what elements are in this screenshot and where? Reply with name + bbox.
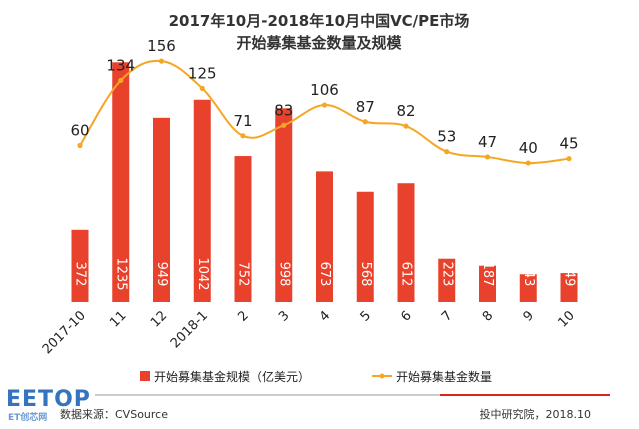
count-value-label: 134: [106, 56, 135, 74]
legend-bar-label: 开始募集基金规模（亿美元）: [154, 369, 310, 384]
count-value-label: 156: [147, 37, 176, 55]
x-tick-label: 8: [480, 308, 496, 324]
count-value-label: 60: [70, 122, 89, 140]
bar-series: [71, 62, 578, 303]
count-marker-3: [281, 122, 287, 128]
x-tick-label: 10: [556, 308, 578, 330]
legend-line-marker: [379, 373, 385, 379]
bar-9: [519, 274, 537, 302]
bar-value-label: 149: [562, 262, 577, 287]
legend-line-label: 开始募集基金数量: [396, 369, 492, 384]
count-value-label: 125: [188, 64, 217, 82]
bar-value-label: 143: [521, 262, 536, 287]
count-marker-4: [321, 102, 328, 108]
x-tick-label: 12: [148, 308, 170, 330]
x-tick-label: 3: [276, 308, 292, 324]
bar-value-label: 568: [358, 262, 373, 287]
x-tick-label: 2017-10: [40, 308, 89, 357]
bar-value-label: 673: [317, 262, 332, 287]
eetop-logo-subtext: ET创芯网: [8, 411, 47, 423]
credit-note: 投中研究院，2018.10: [480, 407, 592, 421]
bar-6: [397, 183, 415, 302]
count-marker-2017-10: [77, 142, 83, 149]
count-value-label: 83: [274, 101, 293, 119]
count-value-label: 53: [437, 128, 456, 146]
count-value-label: 106: [310, 81, 339, 99]
eetop-logo: EETOP ET创芯网: [6, 387, 91, 423]
count-marker-9: [525, 160, 531, 166]
count-marker-2: [240, 133, 246, 139]
bar-value-label: 1042: [195, 257, 210, 290]
source-note: 数据来源：CVSource: [60, 407, 168, 421]
bar-value-label: 223: [439, 262, 454, 287]
bar-value-label: 372: [73, 262, 88, 287]
bar-12: [153, 117, 170, 302]
bar-5: [356, 191, 374, 302]
count-value-label: 45: [559, 135, 578, 153]
count-value-label: 47: [478, 133, 497, 151]
bar-value-label: 752: [236, 262, 251, 287]
chart-title: 2017年10月-2018年10月中国VC/PE市场: [169, 12, 470, 30]
count-value-label: 40: [519, 139, 538, 157]
count-marker-7: [444, 149, 450, 155]
bar-7: [438, 258, 456, 302]
bar-3: [275, 108, 293, 302]
x-tick-label: 4: [317, 308, 333, 324]
bar-2017-10: [71, 229, 89, 302]
legend: 开始募集基金规模（亿美元） 开始募集基金数量: [140, 369, 492, 384]
count-marker-5: [362, 119, 368, 125]
bar-value-label: 1235: [113, 257, 128, 290]
count-marker-10: [566, 156, 572, 162]
chart-subtitle: 开始募集基金数量及规模: [236, 34, 402, 52]
x-tick-label: 6: [398, 308, 414, 324]
count-marker-11: [118, 77, 124, 84]
count-marker-6: [403, 123, 409, 129]
bar-value-label: 187: [480, 262, 495, 287]
x-tick-label: 5: [358, 308, 374, 324]
bar-2: [234, 156, 252, 302]
x-tick-label: 9: [521, 308, 537, 324]
bar-11: [112, 62, 130, 303]
bar-2018-1: [193, 99, 211, 303]
count-marker-12: [158, 58, 165, 64]
count-value-label: 71: [233, 112, 252, 130]
x-tick-label: 7: [439, 308, 455, 324]
x-tick-label: 2: [235, 308, 251, 324]
bar-4: [316, 171, 333, 302]
count-marker-8: [484, 154, 491, 160]
x-tick-label: 11: [107, 308, 129, 330]
count-value-label: 87: [356, 98, 375, 116]
bar-value-label: 998: [276, 262, 291, 287]
bar-value-label: 612: [399, 262, 414, 287]
bar-value-labels: 372 1235 949 1042 752 998 673 568 612 223 187 143 14…: [73, 257, 577, 290]
count-value-labels: 60 134 156 125 71 83 106 87 82 53 47 40 45: [70, 37, 578, 157]
count-marker-2018-1: [199, 85, 205, 91]
count-value-label: 82: [396, 102, 415, 120]
legend-bar-swatch: [140, 371, 150, 381]
bar-value-label: 949: [154, 262, 169, 287]
count-markers: [77, 58, 572, 166]
x-tick-label: 2018-1: [168, 308, 211, 351]
bar-8: [479, 265, 496, 302]
bar-10: [560, 273, 578, 302]
eetop-logo-text: EETOP: [6, 387, 91, 412]
